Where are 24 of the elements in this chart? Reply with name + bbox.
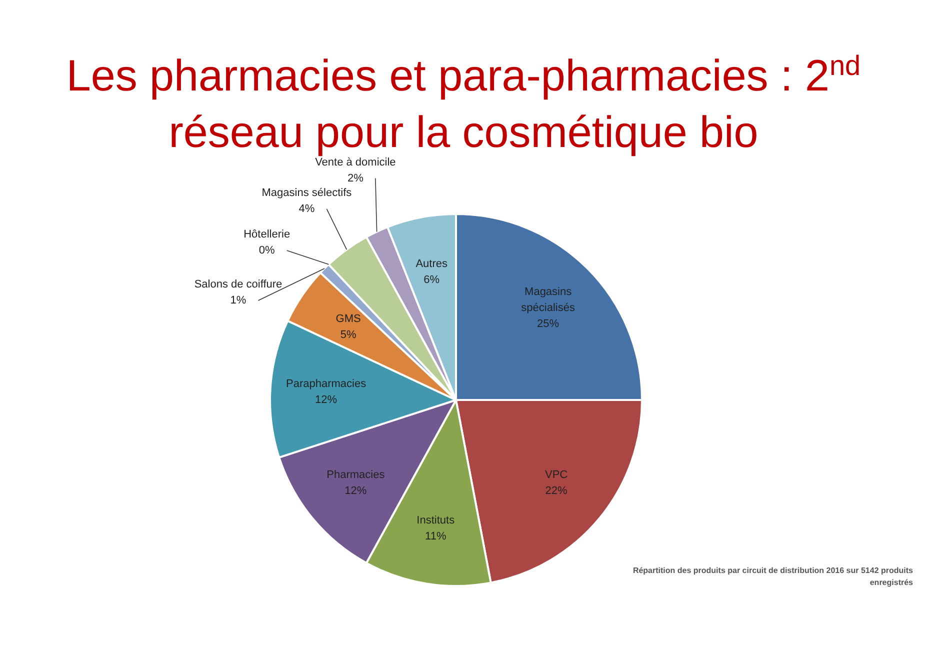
slice-label: GMS bbox=[336, 312, 361, 325]
slice-label: Magasins spécialisés bbox=[521, 286, 576, 314]
text: Répartition des produits par circuit de distribution 2016 sur 5142 produits enregistrés bbox=[632, 565, 913, 589]
slice-label: Salons de coiffure bbox=[194, 278, 282, 290]
data-label: 4% bbox=[298, 202, 315, 215]
data-label: 12% bbox=[315, 394, 338, 406]
data-label: 11% bbox=[425, 530, 446, 543]
data-label: 22% bbox=[545, 485, 568, 498]
slice-label: Vente à domicile bbox=[315, 156, 396, 168]
data-label: 25% bbox=[537, 318, 560, 330]
slice-label: Parapharmacies bbox=[286, 378, 367, 390]
category-label: Hôtellerie bbox=[244, 228, 290, 241]
slice-label: Autres bbox=[416, 258, 448, 270]
text: 0% bbox=[258, 244, 275, 257]
chart-title: Les pharmacies et para-pharmacies : 2$^{nd}$ réseau pour la cosmétique bio bbox=[66, 50, 861, 157]
slice-label: Instituts bbox=[416, 514, 456, 527]
data-label: 5% bbox=[340, 328, 356, 341]
data-label: 6% bbox=[424, 274, 440, 286]
data-label: 12% bbox=[344, 485, 367, 498]
slice-label: Magasins sélectifs bbox=[262, 186, 352, 199]
slice-label: Pharmacies bbox=[326, 469, 386, 482]
data-label: 2% bbox=[347, 172, 364, 184]
data-label: 1% bbox=[230, 294, 246, 306]
slice-label: VPC bbox=[545, 469, 568, 482]
